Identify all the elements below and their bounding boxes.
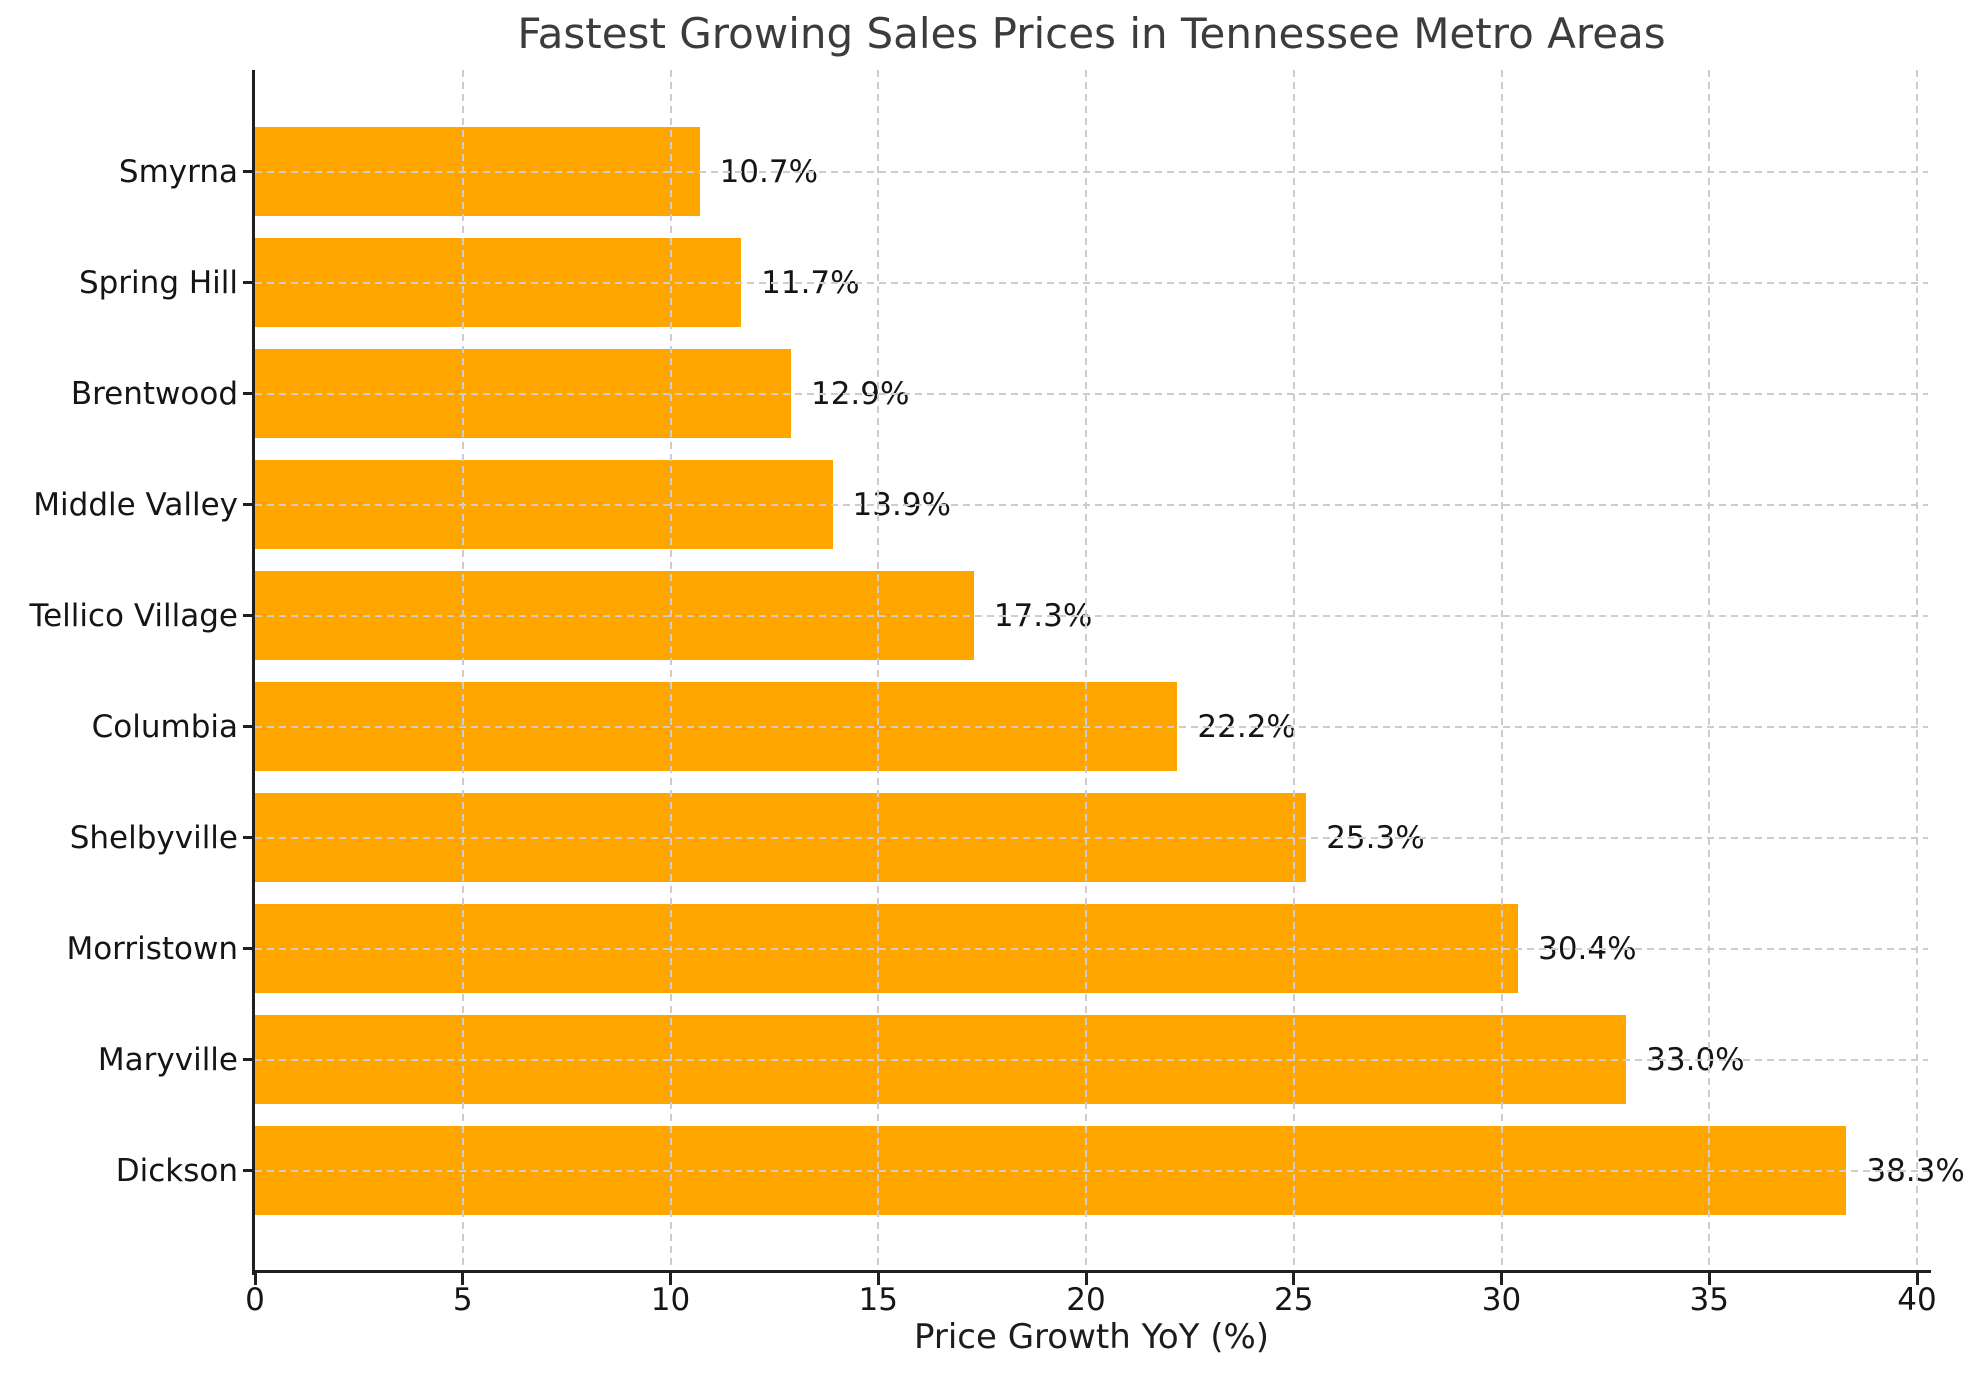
x-tick-mark xyxy=(253,1273,257,1285)
x-tick-label-30: 30 xyxy=(1481,1282,1522,1318)
x-tick-label-20: 20 xyxy=(1066,1282,1106,1318)
x-tick-mark xyxy=(1500,1273,1503,1285)
x-tick-mark xyxy=(876,1273,880,1285)
y-tick-label-brentwood: Brentwood xyxy=(70,375,238,412)
x-tick-mark xyxy=(1084,1273,1088,1285)
x-tick-label-10: 10 xyxy=(650,1282,691,1318)
y-tick-mark xyxy=(243,1169,255,1172)
y-tick-label-middle-valley: Middle Valley xyxy=(33,486,238,523)
y-tick-mark xyxy=(243,1058,255,1061)
y-axis-spine xyxy=(252,70,255,1275)
chart-title: Fastest Growing Sales Prices in Tennesse… xyxy=(517,9,1666,58)
gridline-vertical xyxy=(669,70,672,1272)
y-tick-mark xyxy=(243,281,255,284)
gridline-horizontal xyxy=(255,1058,1928,1061)
y-tick-label-spring-hill: Spring Hill xyxy=(78,264,238,301)
x-tick-mark xyxy=(1915,1273,1919,1285)
y-tick-mark xyxy=(243,614,255,617)
y-tick-mark xyxy=(243,392,255,395)
y-tick-label-columbia: Columbia xyxy=(91,708,238,745)
x-axis-label: Price Growth YoY (%) xyxy=(913,1317,1270,1357)
y-tick-mark xyxy=(243,947,255,950)
x-tick-mark xyxy=(1292,1273,1296,1285)
gridline-vertical xyxy=(877,70,880,1272)
gridline-horizontal xyxy=(255,503,1928,506)
gridline-horizontal xyxy=(255,947,1928,950)
x-tick-mark xyxy=(1707,1273,1711,1285)
y-tick-label-smyrna: Smyrna xyxy=(118,153,238,190)
gridline-vertical xyxy=(1916,70,1918,1272)
gridline-vertical xyxy=(1085,70,1087,1272)
gridline-horizontal xyxy=(255,725,1928,728)
y-tick-label-shelbyville: Shelbyville xyxy=(69,819,238,856)
y-tick-label-dickson: Dickson xyxy=(115,1152,238,1189)
x-tick-label-5: 5 xyxy=(452,1282,473,1318)
gridline-horizontal xyxy=(255,392,1928,395)
x-tick-label-0: 0 xyxy=(245,1282,265,1318)
gridline-horizontal xyxy=(255,170,1928,173)
x-tick-label-25: 25 xyxy=(1274,1282,1314,1318)
x-tick-mark xyxy=(669,1273,672,1285)
y-tick-label-morristown: Morristown xyxy=(66,930,238,967)
gridline-horizontal xyxy=(255,281,1928,284)
x-tick-label-15: 15 xyxy=(858,1282,898,1318)
y-tick-mark xyxy=(243,170,255,173)
gridline-vertical xyxy=(461,70,464,1272)
y-tick-label-maryville: Maryville xyxy=(97,1041,238,1078)
y-tick-mark xyxy=(243,836,255,839)
gridline-horizontal xyxy=(255,836,1928,839)
y-tick-label-tellico-village: Tellico Village xyxy=(29,597,238,634)
x-tick-label-35: 35 xyxy=(1689,1282,1729,1318)
gridline-horizontal xyxy=(255,614,1928,617)
x-tick-label-40: 40 xyxy=(1897,1282,1937,1318)
plot-area: 10.7% 11.7% 12.9% 13.9% 17.3% 22.2% 25.3% 30.4%… xyxy=(255,70,1965,1272)
y-tick-mark xyxy=(243,725,255,728)
x-axis-spine xyxy=(252,1270,1931,1273)
gridline-vertical xyxy=(1500,70,1503,1272)
y-tick-mark xyxy=(243,503,255,506)
gridline-horizontal xyxy=(255,1169,1928,1172)
gridline-vertical xyxy=(1708,70,1711,1272)
x-tick-mark xyxy=(461,1273,465,1285)
gridline-vertical xyxy=(1292,70,1295,1272)
